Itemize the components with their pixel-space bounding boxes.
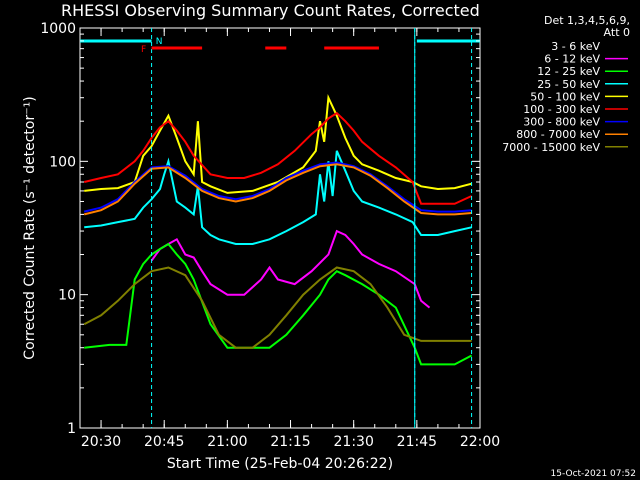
plot-area [79,27,481,429]
flag-layer: NF [80,28,480,428]
legend-label-0: 3 - 6 keV [551,40,600,53]
legend-label-5: 100 - 300 keV [523,103,600,116]
legend-label-8: 7000 - 15000 keV [502,141,600,154]
series-line-5 [83,111,473,205]
x-tick-label-4: 21:30 [334,434,374,450]
x-tick-label-0: 20:30 [81,434,121,450]
x-axis-label: Start Time (25-Feb-04 20:26:22) [167,456,393,472]
series-line-7 [83,163,472,216]
legend-label-2: 12 - 25 keV [537,65,600,78]
axis-layer: 20:30 20:45 21:00 21:15 21:30 21:45 22:00 1 10 10… [40,21,500,450]
y-tick-label-3: 1000 [40,21,76,37]
x-tick-label-3: 21:15 [270,434,310,450]
series-line-6 [83,161,472,213]
y-tick-label-0: 1 [67,421,76,437]
series-line-1 [150,229,431,309]
x-tick-label-5: 21:45 [397,434,437,450]
y-axis-label: Corrected Count Rate (s⁻¹ detector⁻¹) [22,96,38,359]
chart-title: RHESSI Observing Summary Count Rates, Co… [61,1,480,20]
x-tick-label-1: 20:45 [144,434,184,450]
legend-label-4: 50 - 100 keV [530,90,600,103]
series-line-8 [83,266,472,349]
plot-border [79,27,481,429]
series-line-2 [84,242,473,366]
x-tick-label-2: 21:00 [207,434,247,450]
series-line-3 [84,150,472,245]
red-flag-label: F [141,45,146,55]
legend-label-6: 300 - 800 keV [523,116,600,129]
timestamp-stamp: 15-Oct-2021 07:52 [551,469,636,479]
legend-label-1: 6 - 12 keV [544,53,600,66]
legend-label-3: 25 - 50 keV [537,78,600,91]
y-tick-label-2: 100 [49,154,76,170]
y-tick-label-1: 10 [58,288,76,304]
cyan-flag-label: N [156,37,163,47]
series-line-0 [142,210,416,335]
series-layer [83,93,473,366]
legend-label-7: 800 - 7000 keV [516,128,600,141]
legend-header-1: Att 0 [604,26,630,39]
legend-header-0: Det 1,3,4,5,6,9, [544,14,630,27]
x-tick-label-6: 22:00 [460,434,500,450]
series-line-4 [84,93,472,194]
